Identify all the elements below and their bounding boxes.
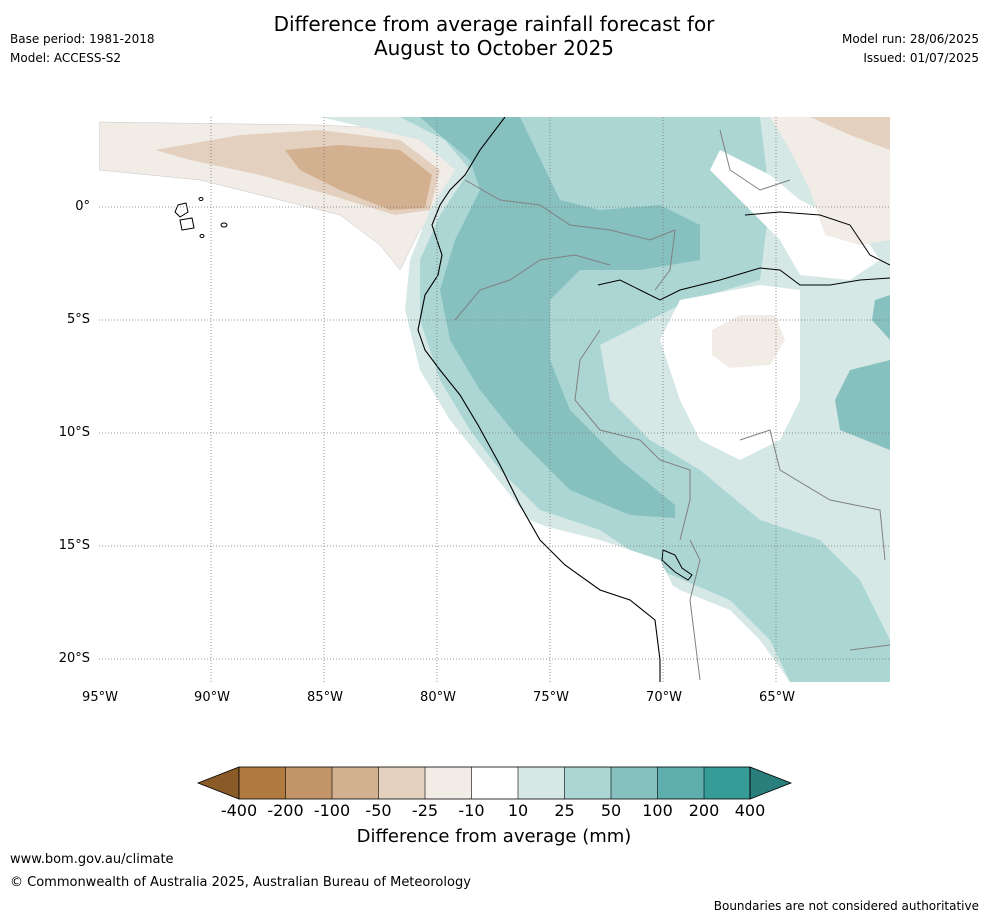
issued-date: Issued: 01/07/2025 [863, 51, 979, 65]
colorbar-label-10: 100 [642, 801, 673, 820]
colorbar-label-8: 25 [554, 801, 575, 820]
colorbar-label-9: 50 [600, 801, 622, 820]
colorbar-label-2: -200 [267, 801, 304, 820]
map-gridlines [99, 117, 890, 682]
map-area [99, 117, 890, 682]
colorbar [196, 766, 793, 800]
lat-label-15s: 15°S [58, 538, 90, 553]
colorbar-label-5: -25 [411, 801, 439, 820]
copyright-text: © Commonwealth of Australia 2025, Austra… [10, 875, 471, 890]
wet-anomaly-east-core [872, 295, 890, 340]
model-run: Model run: 28/06/2025 [841, 32, 979, 46]
lat-label-10s: 10°S [58, 425, 90, 440]
coastline [417, 117, 661, 682]
title-line-1: Difference from average rainfall forecas… [273, 12, 715, 36]
model-name: Model: ACCESS-S2 [10, 51, 122, 65]
colorbar-swatch-9 [611, 767, 658, 799]
colorbar-swatch-7 [518, 767, 565, 799]
lat-label-5s: 5°S [66, 312, 90, 327]
lake-titicaca [661, 549, 693, 581]
northern-river [597, 267, 890, 301]
colorbar-swatch-2 [285, 767, 332, 799]
colorbar-swatch-3 [332, 767, 379, 799]
caribbean-coast [744, 211, 890, 266]
colorbar-label-4: -50 [365, 801, 392, 820]
colorbar-label-3: -100 [313, 801, 351, 820]
colorbar-label-1: -400 [220, 801, 258, 820]
lat-label-20s: 20°S [58, 651, 90, 666]
disclaimer-text: Boundaries are not considered authoritat… [713, 899, 979, 913]
colorbar-label-12: 400 [734, 801, 766, 820]
map-title: Difference from average rainfall forecas… [0, 12, 988, 60]
title-line-2: August to October 2025 [373, 36, 615, 60]
source-url[interactable]: www.bom.gov.au/climate [10, 852, 174, 867]
colorbar-label-11: 200 [688, 801, 720, 820]
lon-label-75w: 75°W [533, 690, 569, 705]
colorbar-label-7: 10 [507, 801, 529, 820]
lon-label-80w: 80°W [420, 690, 456, 705]
colorbar-title: Difference from average (mm) [356, 826, 632, 847]
colorbar-swatch-10 [657, 767, 704, 799]
lon-label-95w: 95°W [82, 690, 118, 705]
normal-region-north [710, 150, 880, 280]
colorbar-swatch-4 [378, 767, 425, 799]
colorbar-swatch-5 [425, 767, 472, 799]
slight-dry-northeast [770, 117, 890, 245]
colorbar-swatch-1 [239, 767, 286, 799]
dry-anomaly-center [285, 145, 432, 210]
colorbar-swatch-6 [471, 767, 518, 799]
colorbar-max-arrow [749, 766, 793, 800]
wet-anomaly-core [420, 117, 700, 518]
country-borders [454, 129, 890, 681]
lon-label-65w: 65°W [759, 690, 795, 705]
colorbar-swatch-11 [704, 767, 750, 799]
lon-label-85w: 85°W [307, 690, 343, 705]
lat-label-0: 0° [75, 199, 90, 214]
lon-label-90w: 90°W [194, 690, 230, 705]
galapagos-islands [174, 197, 228, 238]
wet-anomaly-east [835, 360, 890, 450]
colorbar-min-arrow [196, 766, 240, 800]
colorbar-label-6: -10 [458, 801, 485, 820]
dry-northeast-core [810, 117, 890, 150]
meta-right: Model run: 28/06/2025 Issued: 01/07/2025 [842, 32, 979, 70]
slight-dry-inland [712, 315, 785, 368]
lon-label-70w: 70°W [646, 690, 682, 705]
base-period: Base period: 1981-2018 [10, 32, 155, 46]
colorbar-swatch-8 [564, 767, 611, 799]
meta-left: Base period: 1981-2018 Model: ACCESS-S2 [10, 32, 155, 70]
